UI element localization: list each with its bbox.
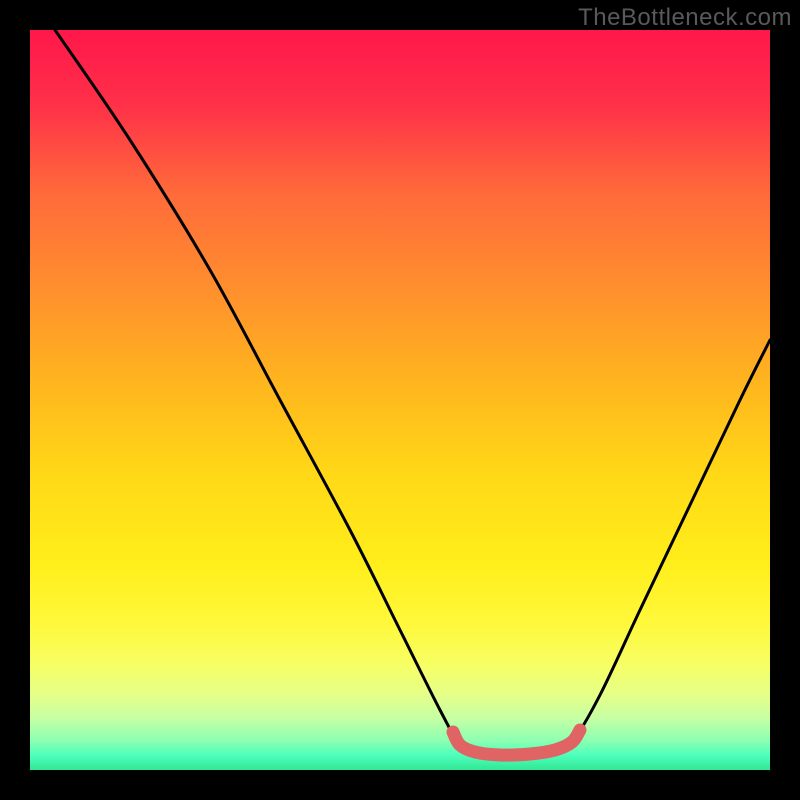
chart-canvas: TheBottleneck.com xyxy=(0,0,800,800)
gradient-background xyxy=(30,30,770,770)
watermark-text: TheBottleneck.com xyxy=(578,4,792,32)
